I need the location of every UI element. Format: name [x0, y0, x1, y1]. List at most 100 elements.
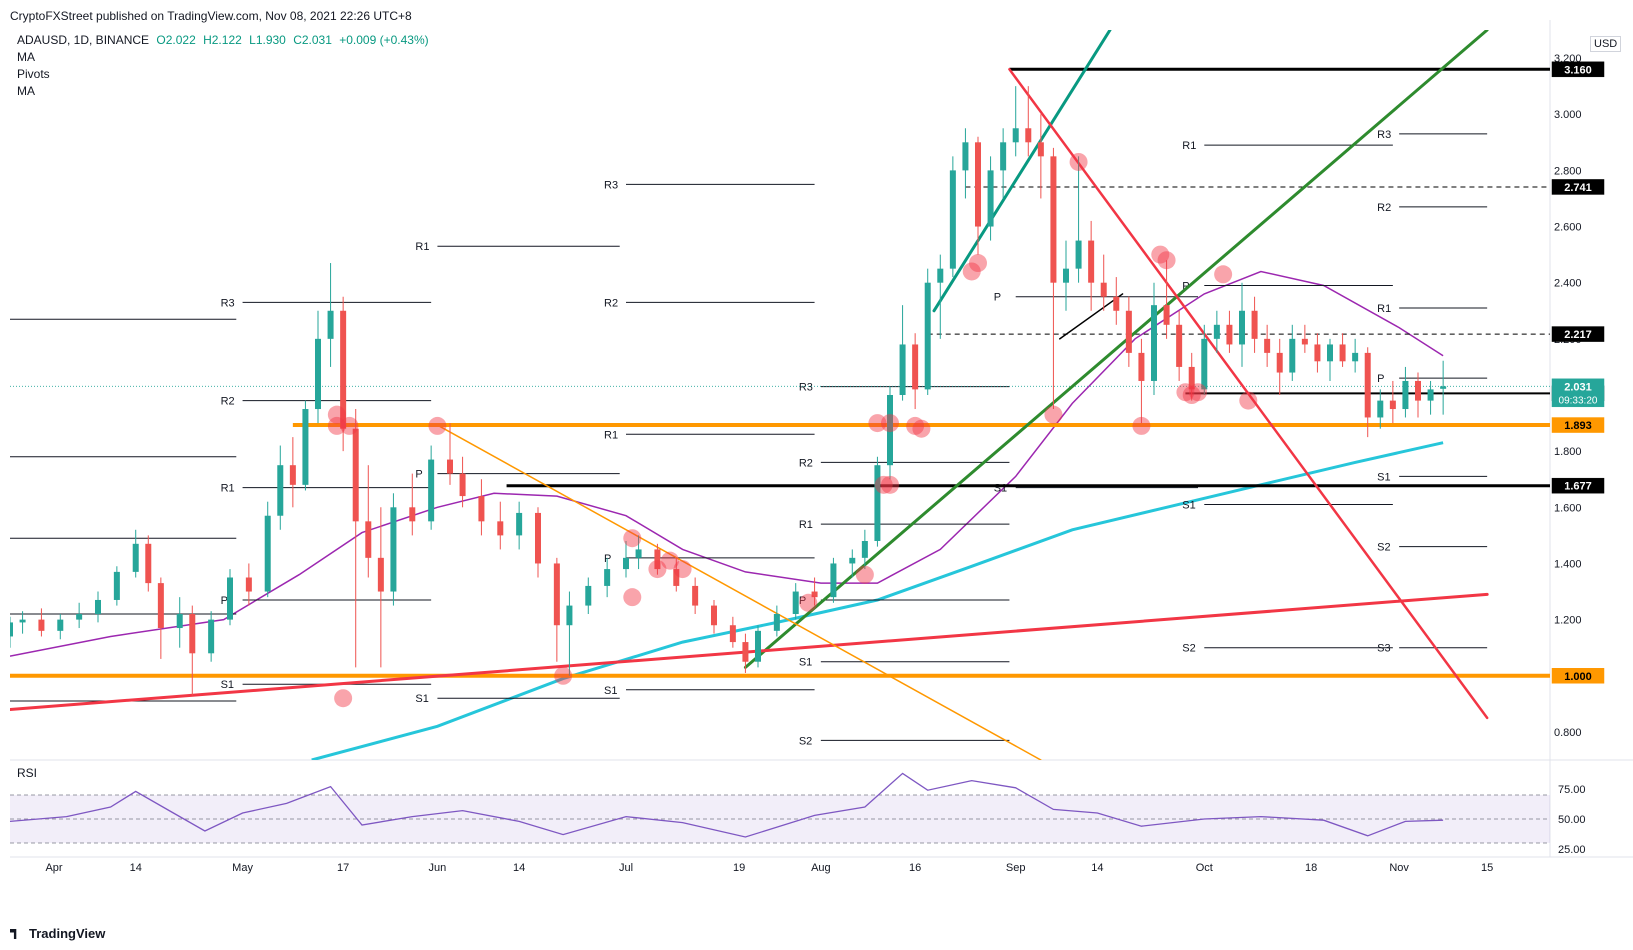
- chart-legend: ADAUSD, 1D, BINANCE O2.022 H2.122 L1.930…: [17, 32, 433, 100]
- candle-body: [1301, 338, 1308, 345]
- candle-body: [1037, 142, 1044, 157]
- pivot-label: R3: [0, 314, 2, 326]
- candle-body: [949, 170, 956, 269]
- currency-label[interactable]: USD: [1590, 36, 1622, 52]
- candle-body: [654, 549, 661, 570]
- candle-body: [937, 268, 944, 283]
- y-tick-label: 2.400: [1554, 278, 1582, 290]
- candle-body: [264, 515, 271, 592]
- green-uptrend-trendline: [743, 30, 1489, 669]
- x-tick-label: May: [232, 862, 253, 874]
- legend-indicator-ma-2[interactable]: MA: [17, 84, 35, 98]
- x-tick-label: Nov: [1389, 862, 1409, 874]
- price-labels-layer: 3.1602.7412.2172.0061.8931.6771.0002.031…: [1551, 61, 1605, 684]
- candle-body: [1025, 128, 1032, 143]
- touch-marker: [1132, 416, 1151, 435]
- candle-body: [132, 543, 139, 572]
- candle-body: [899, 344, 906, 395]
- touch-marker: [428, 416, 447, 435]
- price-tag-label: 2.031: [1564, 381, 1592, 393]
- candle-body: [987, 170, 994, 227]
- candle-body: [792, 591, 799, 614]
- candle-body: [1063, 268, 1069, 283]
- pivot-label: S1: [799, 657, 812, 669]
- candle-body: [773, 614, 780, 631]
- legend-symbol-row[interactable]: ADAUSD, 1D, BINANCE O2.022 H2.122 L1.930…: [17, 32, 433, 49]
- published-caption: CryptoFXStreet published on TradingView.…: [10, 9, 412, 23]
- legend-symbol[interactable]: ADAUSD, 1D, BINANCE: [17, 33, 150, 47]
- candle-body: [692, 585, 699, 606]
- candle-body: [1415, 380, 1421, 401]
- grid-layer: [10, 20, 1633, 858]
- legend-low: L1.930: [249, 33, 286, 47]
- legend-indicator-pivots[interactable]: Pivots: [17, 67, 50, 81]
- candle-body: [673, 569, 680, 586]
- candle-body: [302, 409, 309, 485]
- candle-body: [352, 428, 359, 522]
- candle-body: [1327, 344, 1333, 362]
- touch-marker: [906, 416, 925, 435]
- candle-body: [76, 614, 83, 620]
- y-tick-label: 2.800: [1554, 165, 1582, 177]
- y-tick-label: 2.600: [1554, 222, 1582, 234]
- pivot-label: R1: [415, 241, 429, 253]
- touch-marker: [1069, 152, 1088, 171]
- pivot-label: R1: [0, 533, 2, 545]
- rsi-tick-label: 25.00: [1558, 844, 1586, 856]
- pivot-label: S1: [1377, 471, 1390, 483]
- candle-body: [811, 591, 818, 598]
- candle-body: [1289, 338, 1296, 373]
- candle-body: [245, 577, 252, 592]
- pivot-label: R2: [221, 396, 235, 408]
- legend-indicator-ma[interactable]: MA: [17, 50, 35, 64]
- candle-body: [497, 521, 504, 536]
- candle-body: [1176, 324, 1183, 367]
- candle-body: [553, 563, 560, 626]
- candle-body: [861, 541, 868, 558]
- touch-marker: [1151, 245, 1170, 264]
- tradingview-brand[interactable]: TradingView: [10, 926, 105, 941]
- touch-marker: [912, 419, 931, 438]
- candle-body: [1440, 386, 1447, 389]
- candle-body: [409, 507, 416, 522]
- candle-body: [1113, 296, 1120, 311]
- candle-body: [1389, 400, 1396, 410]
- candle-body: [1100, 282, 1107, 297]
- pivot-label: R2: [799, 457, 813, 469]
- pivot-label: R3: [221, 297, 235, 309]
- candle-body: [830, 563, 837, 598]
- x-tick-label: Sep: [1006, 862, 1026, 874]
- pivot-label: S1: [0, 696, 1, 708]
- candle-body: [585, 585, 592, 606]
- candle-body: [289, 465, 296, 485]
- x-tick-label: Aug: [811, 862, 831, 874]
- touch-marker: [969, 254, 987, 273]
- candle-body: [95, 599, 101, 614]
- pivot-label: R3: [604, 179, 618, 191]
- candle-body: [10, 622, 13, 637]
- legend-close: C2.031: [293, 33, 332, 47]
- touch-marker: [1189, 383, 1207, 402]
- candle-body: [1138, 352, 1145, 381]
- price-tag-bg: [1551, 378, 1605, 408]
- red-downtrend-trendline: [1008, 68, 1489, 720]
- trendlines-layer: [10, 30, 1489, 760]
- candle-body: [729, 625, 736, 643]
- candle-body: [1213, 324, 1220, 339]
- candle-body: [176, 614, 183, 629]
- x-tick-label: 16: [909, 862, 921, 874]
- pivot-label: S1: [604, 685, 617, 697]
- candle-body: [535, 512, 541, 564]
- legend-high: H2.122: [203, 33, 242, 47]
- price-tag-bg: [1551, 668, 1605, 684]
- touch-marker: [334, 689, 353, 708]
- touch-marker: [623, 529, 642, 548]
- candle-body: [623, 557, 629, 570]
- moving-averages-layer: [10, 270, 1444, 760]
- pivot-label: S1: [1182, 500, 1195, 512]
- y-tick-label: 3.000: [1554, 109, 1582, 121]
- ma-cyan-line: [311, 441, 1444, 760]
- candle-body: [962, 142, 969, 171]
